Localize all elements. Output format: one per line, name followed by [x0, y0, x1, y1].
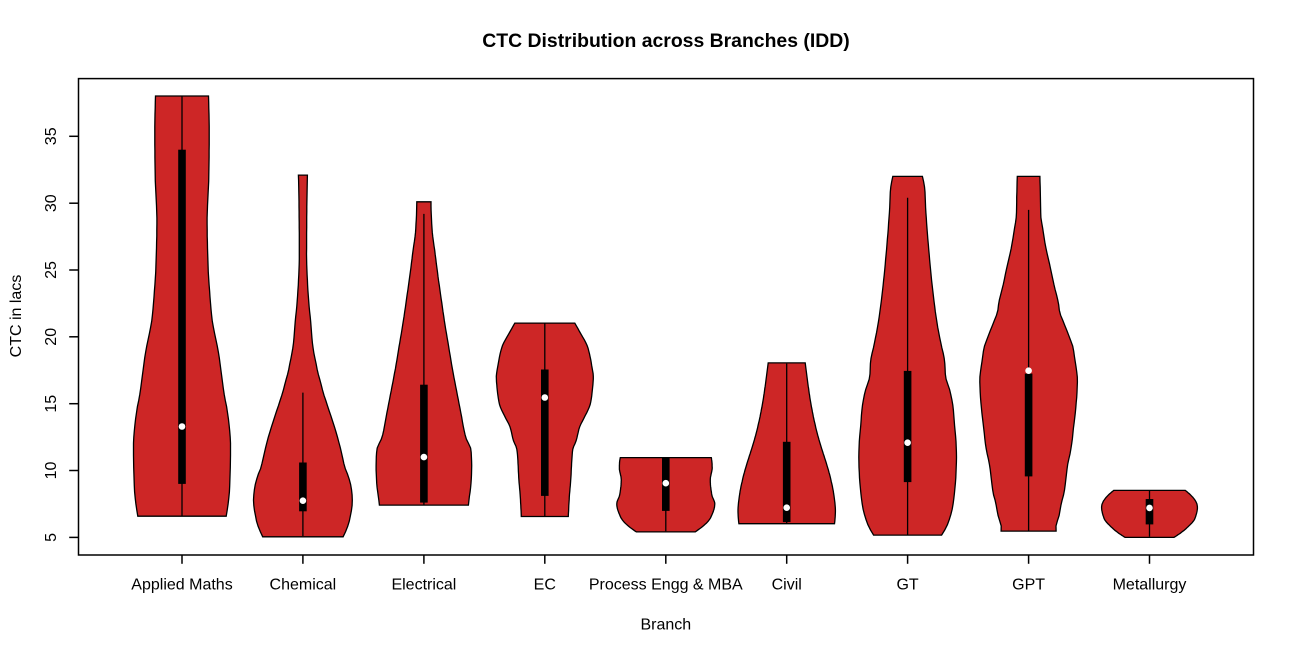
svg-text:Branch: Branch: [640, 616, 691, 633]
svg-text:15: 15: [43, 395, 60, 413]
svg-text:5: 5: [43, 533, 60, 542]
svg-text:GPT: GPT: [1012, 577, 1045, 594]
svg-text:Chemical: Chemical: [270, 577, 337, 594]
svg-text:Civil: Civil: [772, 577, 802, 594]
svg-text:35: 35: [43, 127, 60, 145]
svg-text:30: 30: [43, 194, 60, 212]
svg-text:25: 25: [43, 261, 60, 279]
svg-text:Applied Maths: Applied Maths: [131, 577, 232, 594]
svg-text:20: 20: [43, 328, 60, 346]
svg-text:10: 10: [43, 462, 60, 480]
svg-text:Process Engg & MBA: Process Engg & MBA: [589, 577, 743, 594]
svg-text:CTC Distribution across Branch: CTC Distribution across Branches (IDD): [482, 30, 849, 52]
svg-text:CTC in lacs: CTC in lacs: [8, 275, 25, 358]
svg-text:GT: GT: [896, 577, 918, 594]
svg-text:Metallurgy: Metallurgy: [1113, 577, 1187, 594]
svg-text:Electrical: Electrical: [391, 577, 456, 594]
svg-text:EC: EC: [534, 577, 556, 594]
